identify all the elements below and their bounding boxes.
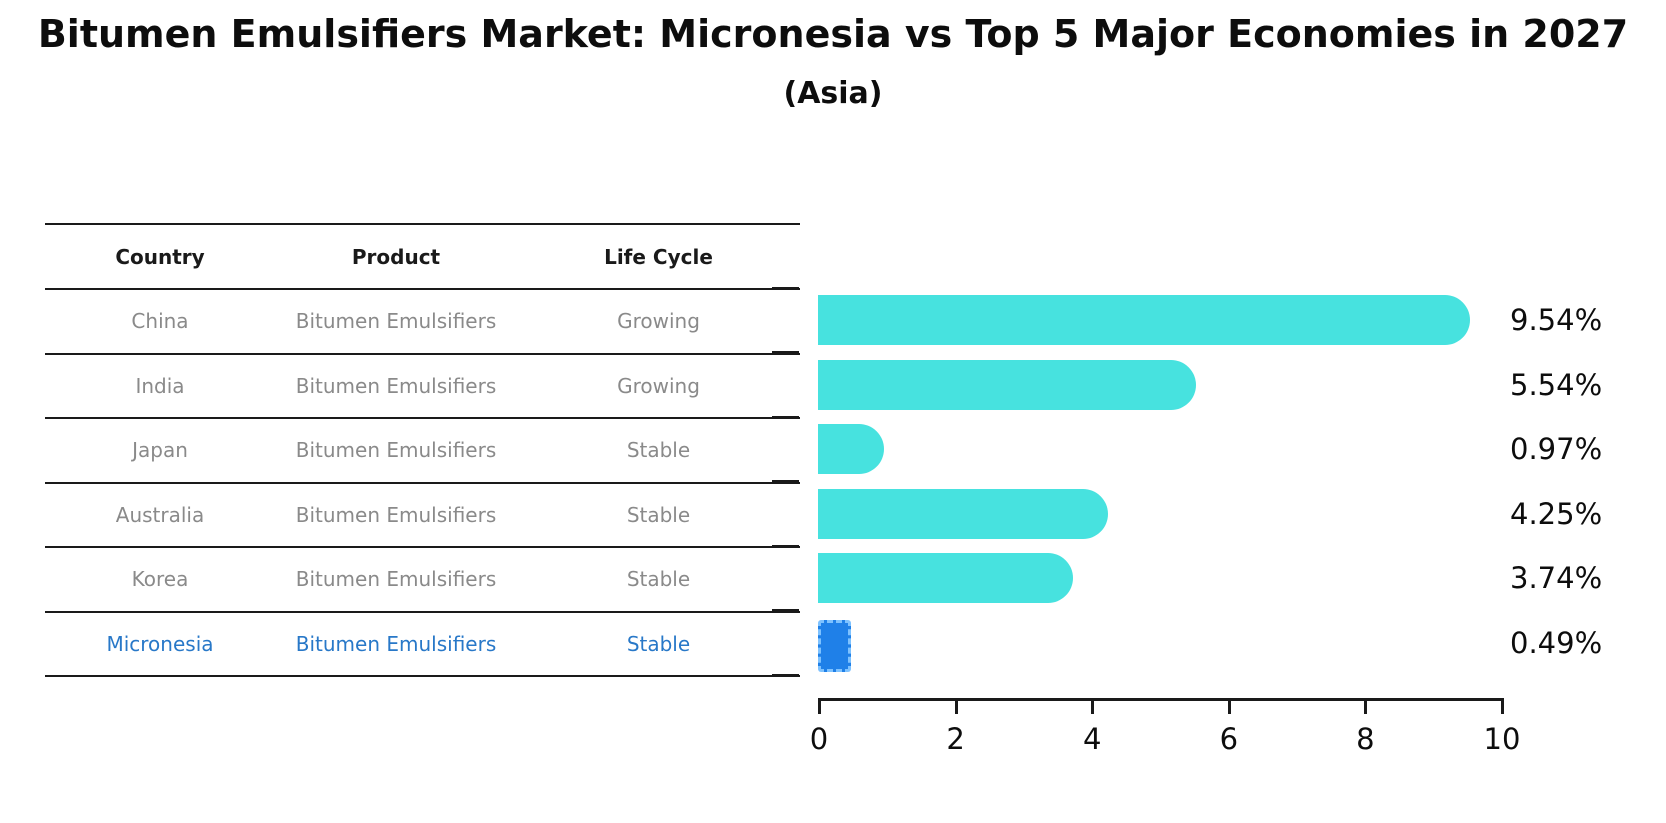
x-tick-mark — [954, 701, 958, 714]
life-cycle-cell: Stable — [626, 567, 691, 592]
y-tick-mark — [772, 286, 799, 290]
product-cell: Bitumen Emulsifiers — [295, 373, 497, 398]
chart-title: Bitumen Emulsifiers Market: Micronesia v… — [37, 12, 1629, 56]
product-cell: Bitumen Emulsifiers — [295, 309, 497, 334]
bar-value-label: 5.54% — [1510, 367, 1603, 402]
bar-value-label: 9.54% — [1510, 303, 1603, 338]
x-tick-label: 6 — [1219, 722, 1239, 756]
bar-row-australia: 4.25% — [818, 482, 1666, 547]
bar-row-india: 5.54% — [818, 353, 1666, 418]
country-cell: Micronesia — [106, 631, 214, 656]
country-cell: Australia — [115, 502, 205, 527]
bar-china — [818, 295, 1470, 345]
y-tick-mark — [772, 351, 799, 354]
x-axis-line — [818, 698, 1504, 701]
y-tick-mark — [772, 480, 799, 483]
table-row: India Bitumen Emulsifiers Growing — [45, 355, 800, 419]
table-row: Korea Bitumen Emulsifiers Stable — [45, 548, 800, 613]
bar-value-label: 4.25% — [1510, 496, 1603, 531]
table-header-row: Country Product Life Cycle — [45, 225, 800, 290]
y-tick-mark — [772, 544, 799, 548]
x-tick-mark — [1091, 701, 1095, 714]
x-tick-mark — [1364, 701, 1368, 714]
country-cell: China — [131, 309, 189, 334]
country-cell: Japan — [132, 438, 188, 463]
x-tick-label: 2 — [946, 722, 965, 756]
column-header-country: Country — [115, 244, 205, 269]
product-cell: Bitumen Emulsifiers — [295, 631, 497, 656]
x-tick-mark — [1227, 701, 1231, 714]
product-cell: Bitumen Emulsifiers — [295, 567, 497, 592]
life-cycle-cell: Stable — [626, 502, 691, 527]
bar-value-label: 0.97% — [1510, 432, 1603, 467]
table-row: China Bitumen Emulsifiers Growing — [45, 290, 800, 355]
table-row: Micronesia Bitumen Emulsifiers Stable — [45, 613, 800, 677]
bar-korea — [818, 553, 1074, 603]
column-header-life-cycle: Life Cycle — [604, 244, 713, 269]
x-tick-label: 4 — [1082, 722, 1102, 756]
bar-row-micronesia: 0.49% — [818, 611, 1666, 676]
life-cycle-cell: Stable — [626, 438, 691, 463]
x-tick-label: 8 — [1356, 722, 1375, 756]
chart-subtitle: (Asia) — [783, 76, 883, 111]
table-row: Japan Bitumen Emulsifiers Stable — [45, 419, 800, 484]
life-cycle-cell: Growing — [617, 373, 700, 398]
bar-india — [818, 359, 1197, 410]
bar-row-china: 9.54% — [818, 288, 1666, 353]
life-cycle-cell: Stable — [626, 631, 691, 656]
product-cell: Bitumen Emulsifiers — [295, 502, 497, 527]
bar-japan — [818, 424, 885, 474]
bar-row-korea: 3.74% — [818, 546, 1666, 611]
table-row: Australia Bitumen Emulsifiers Stable — [45, 484, 800, 548]
product-cell: Bitumen Emulsifiers — [295, 438, 497, 463]
x-tick-label: 0 — [809, 722, 829, 756]
bar-australia — [818, 488, 1109, 539]
y-tick-mark — [772, 415, 799, 419]
bar-micronesia-highlighted — [818, 619, 852, 672]
life-cycle-cell: Growing — [617, 309, 700, 334]
x-tick-label: 10 — [1483, 722, 1521, 756]
y-tick-mark — [772, 609, 799, 612]
column-header-product: Product — [351, 244, 441, 269]
x-tick-mark — [818, 701, 821, 714]
country-info-table: Country Product Life Cycle China Bitumen… — [45, 223, 800, 677]
bar-value-label: 0.49% — [1510, 625, 1603, 660]
bar-value-label: 3.74% — [1510, 561, 1603, 596]
x-tick-mark — [1501, 701, 1504, 714]
y-tick-mark — [772, 673, 799, 677]
country-cell: Korea — [131, 567, 189, 592]
country-cell: India — [135, 373, 185, 398]
bar-row-japan: 0.97% — [818, 417, 1666, 482]
